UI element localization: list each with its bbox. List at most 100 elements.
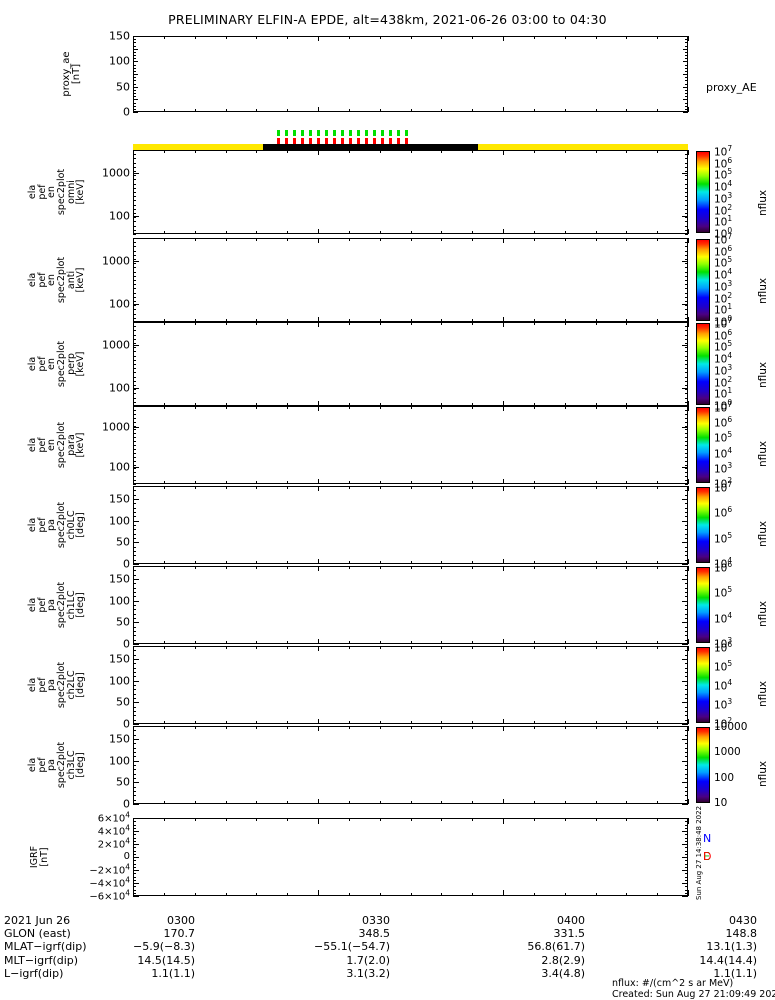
panel-minor-tick: [685, 338, 688, 340]
panel-minor-tick: [685, 313, 688, 315]
proxy-ae-minor-tick: [133, 96, 136, 98]
panel-xtick: [441, 646, 443, 649]
panel-xtick: [348, 646, 350, 649]
proxy-ae-xtick: [379, 109, 381, 112]
panel-xtick: [318, 639, 319, 644]
panel-ytick-group-0: 1000 100: [88, 150, 130, 234]
panel-major-tick: [133, 427, 139, 429]
panel-xtick: [688, 726, 689, 731]
panel-ch3lc[interactable]: [133, 726, 688, 804]
panel-xtick: [688, 566, 689, 571]
colorbar-tick-2-3: 104: [714, 350, 733, 366]
proxy-ae-xtick: [472, 109, 474, 112]
panel-minor-tick: [133, 618, 136, 619]
panel-ch0lc[interactable]: [133, 486, 688, 564]
panel-igrf[interactable]: [133, 818, 688, 896]
panel-xtick: [287, 486, 289, 489]
panel-minor-tick: [685, 663, 688, 665]
colorbar-6: [696, 647, 710, 723]
panel-minor-tick: [685, 351, 688, 353]
panel-xtick: [533, 150, 535, 153]
panel-minor-tick: [685, 343, 688, 344]
panel-ch1lc[interactable]: [133, 566, 688, 644]
panel-minor-tick: [685, 672, 688, 673]
panel-xtick: [657, 406, 659, 409]
panel-minor-tick: [685, 187, 688, 189]
ephemeris-value-3-2: 2.8(2.9): [541, 953, 585, 967]
panel-xtick: [379, 322, 381, 325]
panel-minor-tick: [133, 417, 136, 419]
panel-minor-tick: [685, 566, 688, 567]
proxy-ae-xtick: [318, 107, 319, 112]
panel-minor-tick: [685, 752, 688, 753]
igrf-minor-tick: [685, 879, 688, 881]
panel-xtick: [503, 479, 504, 484]
panel-minor-tick: [685, 204, 688, 206]
x-major-tick: [133, 890, 134, 896]
colorbar-tick-0-1: 106: [714, 155, 733, 170]
panel-anti[interactable]: [133, 238, 688, 322]
panel-xtick: [626, 322, 628, 325]
panel-ch2lc[interactable]: [133, 646, 688, 724]
igrf-minor-tick: [133, 870, 136, 871]
panel-minor-tick: [133, 183, 136, 185]
panel-minor-tick: [685, 520, 688, 522]
panel-minor-tick: [133, 542, 136, 544]
proxy-ae-xtick: [503, 36, 504, 41]
panel-minor-tick: [133, 676, 136, 678]
panel-xtick: [133, 238, 134, 243]
panel-xtick: [533, 319, 535, 322]
panel-minor-tick: [133, 490, 136, 492]
panel-xtick: [657, 641, 659, 644]
panel-xtick: [318, 479, 319, 484]
igrf-minor-tick: [685, 873, 688, 875]
panel-minor-tick: [133, 267, 136, 269]
panel-omni[interactable]: [133, 150, 688, 234]
igrf-xtick: [657, 818, 659, 821]
igrf-ytick-group: 6×104 4×104 2×104 0 −2×104 −4×104 −6×104: [66, 811, 130, 902]
panel-minor-tick: [685, 626, 688, 628]
proxy-ae-ytick-0: 0: [123, 105, 130, 119]
colorbar-tick-0-6: 101: [714, 214, 733, 229]
proxy-ae-minor-tick: [133, 48, 136, 50]
igrf-minor-tick: [133, 827, 136, 829]
igrf-minor-tick: [685, 821, 688, 823]
colorbar-tick-0-7: 100: [714, 225, 733, 241]
panel-xtick: [595, 150, 597, 153]
panel-minor-tick: [685, 242, 688, 244]
panel-xtick: [564, 231, 566, 234]
panel-minor-tick: [685, 702, 688, 704]
panel-xtick: [472, 561, 474, 564]
panel-minor-tick: [685, 778, 688, 779]
panel-xtick: [348, 319, 350, 322]
igrf-xtick: [595, 893, 597, 896]
colorbar-tick-1-2: 105: [714, 255, 733, 270]
proxy-ae-xtick: [688, 36, 689, 41]
panel-minor-tick: [133, 437, 136, 439]
science-dot-green: [309, 130, 312, 136]
science-dot-green: [397, 130, 400, 136]
panel-minor-tick: [133, 368, 136, 370]
panel-minor-tick: [133, 795, 136, 797]
panel-perp[interactable]: [133, 322, 688, 406]
panel-xtick: [163, 322, 165, 325]
panel-minor-tick: [685, 364, 688, 365]
panel-para[interactable]: [133, 406, 688, 484]
panel-xtick: [225, 561, 227, 564]
panel-ylabel-3: ela pef en spec2plot para [keV]: [27, 421, 87, 469]
panel-xtick: [256, 481, 258, 484]
panel-xtick: [688, 479, 689, 484]
panel-ytick: 1000: [102, 338, 130, 352]
panel-minor-tick: [685, 406, 688, 407]
panel-xtick: [688, 719, 689, 724]
panel-minor-tick: [133, 238, 136, 239]
panel-minor-tick: [133, 389, 136, 391]
panel-xtick: [410, 238, 412, 241]
proxy-ae-minor-tick: [133, 51, 136, 53]
panel-xtick: [503, 486, 504, 491]
ephemeris-value-2-3: 13.1(1.3): [706, 940, 757, 954]
panel-minor-tick: [133, 229, 136, 231]
igrf-minor-tick: [685, 886, 688, 888]
panel-xtick: [657, 319, 659, 322]
panel-minor-tick: [133, 786, 136, 788]
